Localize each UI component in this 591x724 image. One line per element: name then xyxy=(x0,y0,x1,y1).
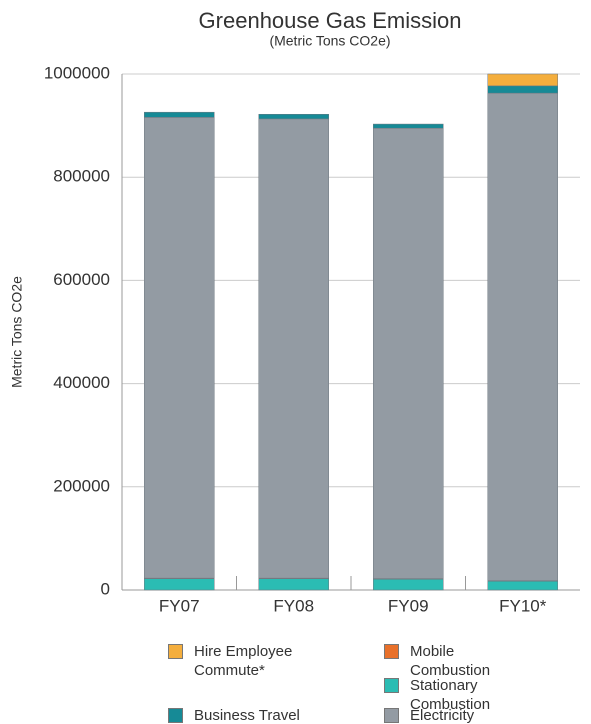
legend-swatch xyxy=(384,708,399,723)
x-tick-label: FY10* xyxy=(499,596,547,615)
chart-subtitle: (Metric Tons CO2e) xyxy=(269,33,390,49)
y-tick-label: 400000 xyxy=(53,373,110,392)
bar-segment xyxy=(258,118,329,579)
bar-segment xyxy=(373,123,444,129)
legend-swatch xyxy=(168,708,183,723)
bar-segment xyxy=(373,578,444,591)
legend-label: Stationary Combustion xyxy=(410,677,491,713)
legend-label: Mobile Combustion xyxy=(410,643,491,679)
legend-swatch xyxy=(384,678,399,693)
x-tick-label: FY09 xyxy=(388,596,429,615)
y-tick-label: 0 xyxy=(101,579,110,598)
bar-segment xyxy=(144,111,215,118)
legend-swatch xyxy=(384,644,399,659)
bar-segment xyxy=(144,117,215,579)
bar-segment xyxy=(487,73,558,87)
legend-label: Electricity xyxy=(410,707,475,724)
bar-segment xyxy=(487,92,558,581)
y-axis-label: Metric Tons CO2e xyxy=(9,276,25,388)
legend-label: Business Travel xyxy=(194,707,300,724)
x-tick-label: FY08 xyxy=(273,596,314,615)
bar-segment xyxy=(144,578,215,591)
bar-segment xyxy=(487,85,558,94)
legend-swatch xyxy=(168,644,183,659)
y-tick-label: 800000 xyxy=(53,167,110,186)
y-tick-label: 200000 xyxy=(53,476,110,495)
x-tick-label: FY07 xyxy=(159,596,200,615)
bar-segment xyxy=(258,113,329,120)
legend-label: Hire Employee Commute* xyxy=(194,643,293,679)
bar-segment xyxy=(258,578,329,591)
y-tick-label: 1000000 xyxy=(44,63,110,82)
y-tick-label: 600000 xyxy=(53,270,110,289)
bar-segment xyxy=(373,127,444,579)
bar-segment xyxy=(487,580,558,591)
chart-title: Greenhouse Gas Emission xyxy=(199,8,462,33)
chart: Greenhouse Gas Emission (Metric Tons CO2… xyxy=(9,8,580,615)
